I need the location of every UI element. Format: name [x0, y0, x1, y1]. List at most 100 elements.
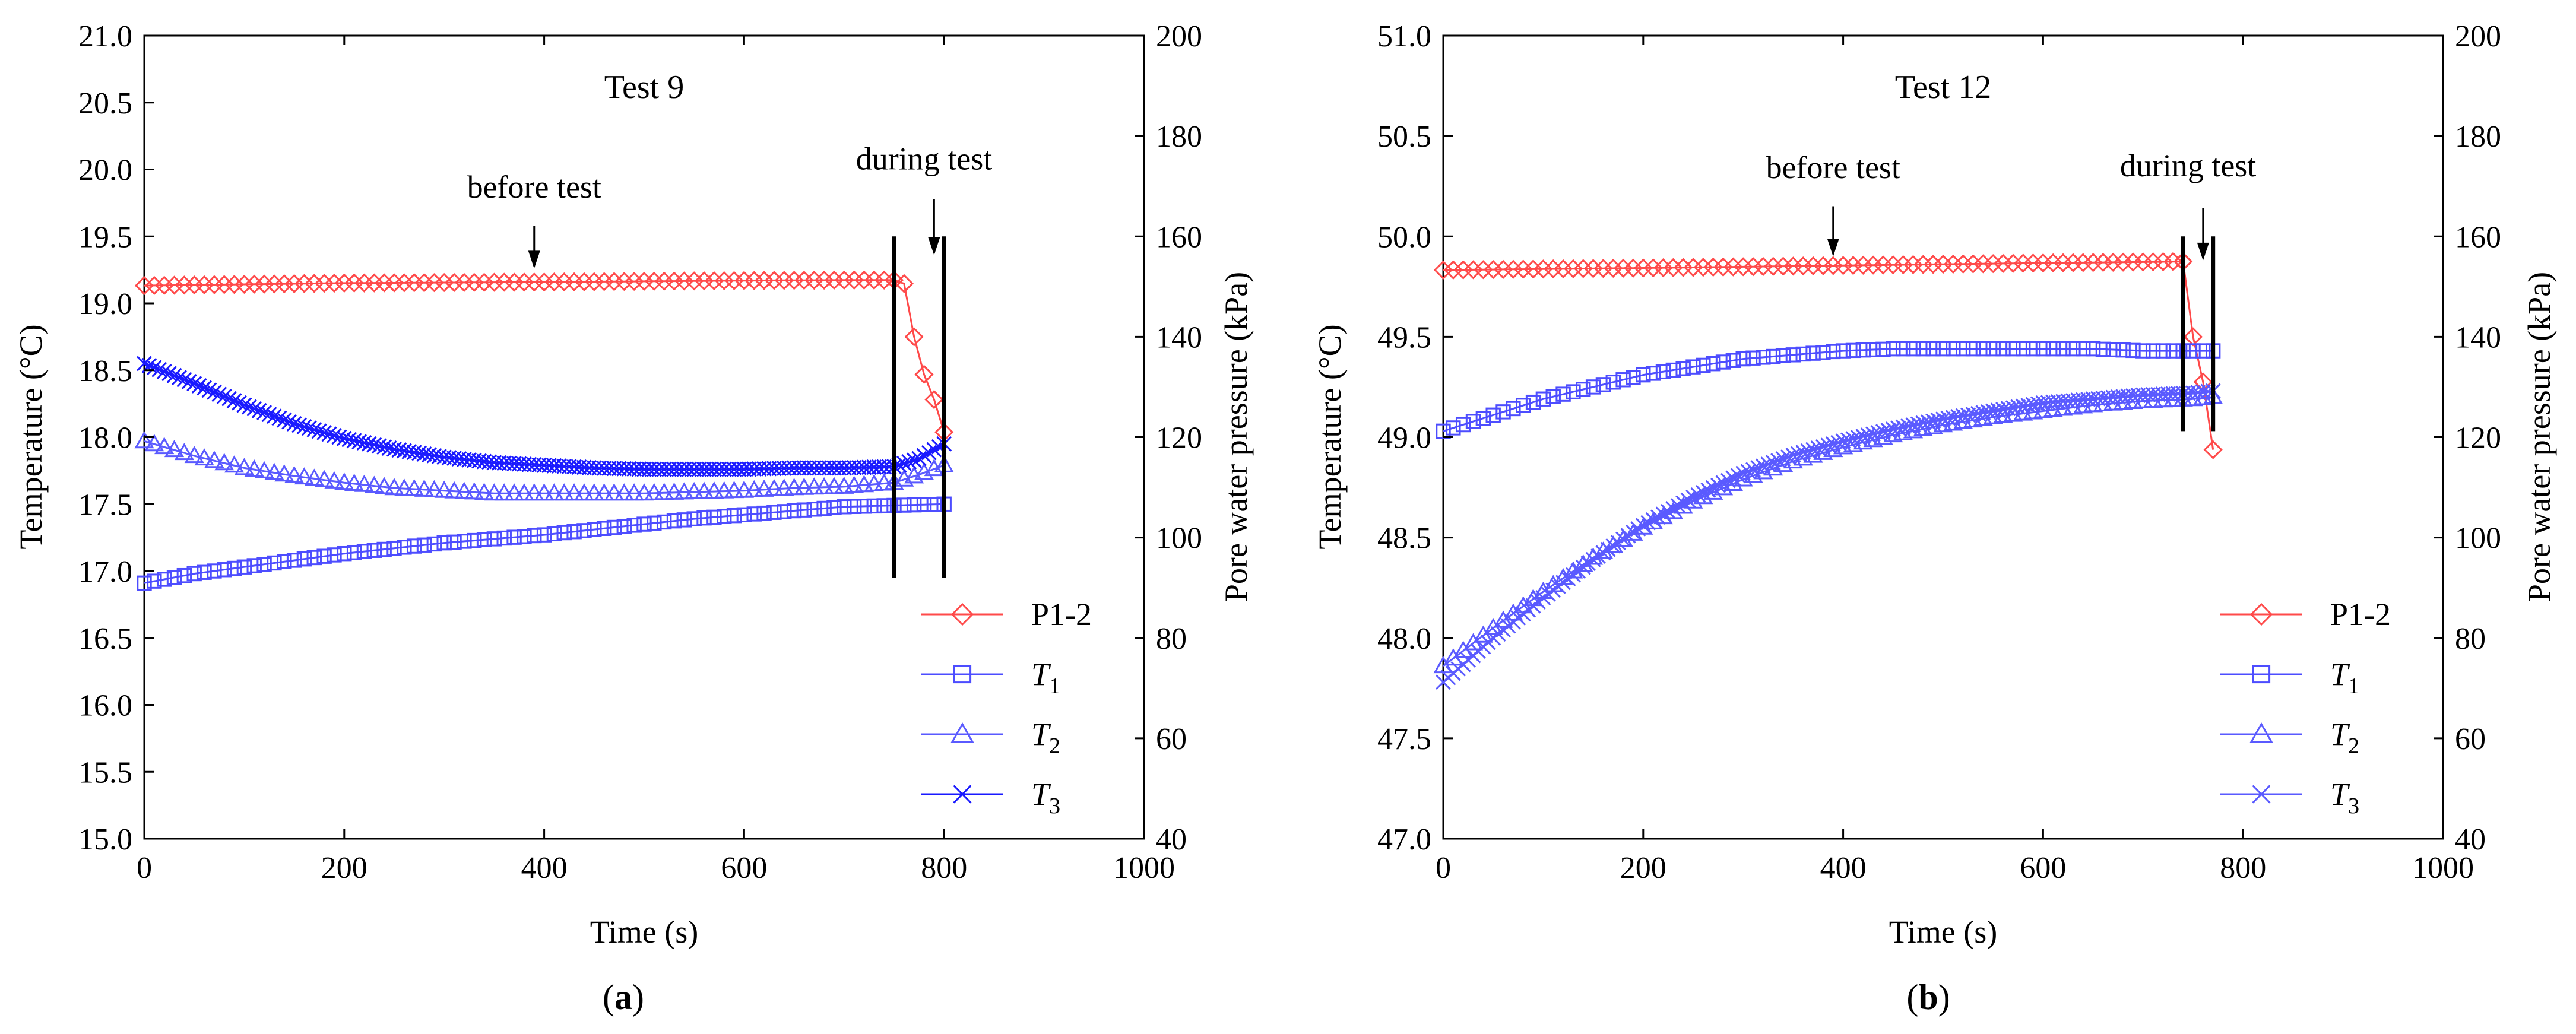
- legend-label-subscript: 1: [1049, 674, 1060, 699]
- data-point-t1: [1506, 401, 1521, 417]
- y-tick-label: 48.5: [1377, 522, 1431, 556]
- series-markers: [134, 270, 954, 591]
- test-boundary-lines: [2181, 236, 2216, 432]
- data-point-t1: [1626, 370, 1641, 385]
- data-point-t1: [2155, 343, 2171, 359]
- data-point-t2: [714, 481, 734, 499]
- data-point-t1: [2076, 341, 2091, 357]
- x-axis-label: Time (s): [1889, 914, 1998, 950]
- data-point-t2: [474, 483, 495, 500]
- data-point-t2: [264, 462, 284, 480]
- data-point-t2: [734, 480, 754, 498]
- data-point-t3: [1785, 447, 1801, 463]
- data-point-t3: [1865, 426, 1881, 442]
- annotation-label: during test: [2120, 148, 2256, 183]
- data-point-t1: [137, 575, 152, 591]
- data-point-t2: [334, 472, 354, 490]
- data-point-t3: [906, 452, 922, 468]
- data-point-t3: [1820, 437, 1836, 453]
- data-point-t2: [504, 483, 524, 501]
- annotation-arrow-head: [2197, 242, 2209, 261]
- data-point-t2: [584, 483, 604, 501]
- data-point-t3: [1650, 509, 1666, 525]
- chart-title: Test 9: [604, 69, 685, 106]
- data-point-t2: [844, 475, 864, 493]
- data-point-t2: [254, 461, 274, 478]
- data-point-t1: [546, 526, 562, 542]
- data-point-t2: [744, 480, 764, 497]
- legend-label-subscript: 1: [2348, 674, 2359, 699]
- data-point-t1: [1955, 341, 1971, 357]
- series-line-t1: [1443, 348, 2213, 432]
- series-markers: [1433, 252, 2223, 690]
- data-point-t1: [777, 504, 792, 519]
- data-point-t2: [454, 481, 474, 499]
- data-point-t1: [1915, 341, 1931, 357]
- data-point-t1: [746, 506, 762, 522]
- data-point-t1: [446, 534, 462, 550]
- data-point-t2: [854, 475, 874, 493]
- data-point-t2: [374, 477, 394, 494]
- data-point-t2: [694, 481, 714, 499]
- y2-tick-label: 160: [2455, 220, 2501, 254]
- data-point-t1: [566, 524, 582, 540]
- legend-marker: [950, 602, 974, 626]
- data-point-t2: [624, 483, 644, 501]
- data-point-t2: [634, 483, 654, 501]
- data-point-p1-2: [894, 274, 914, 293]
- legend-label: T3: [2330, 776, 2359, 819]
- y-axis-label: Temperature (°C): [1312, 324, 1348, 549]
- y2-tick-label: 80: [2455, 622, 2486, 656]
- data-point-t1: [766, 505, 782, 520]
- data-point-t3: [171, 370, 187, 386]
- data-point-t2: [564, 483, 584, 501]
- data-point-t3: [341, 432, 357, 448]
- data-point-t3: [1920, 414, 1936, 430]
- data-point-t1: [236, 559, 252, 575]
- data-point-t3: [166, 367, 182, 383]
- data-point-t3: [1860, 427, 1876, 443]
- data-point-t1: [856, 499, 872, 514]
- y2-tick-label: 200: [2455, 20, 2501, 53]
- data-point-t1: [1655, 364, 1671, 379]
- data-point-t3: [1705, 480, 1721, 496]
- data-point-t2: [874, 473, 894, 491]
- data-point-t1: [1756, 350, 1771, 365]
- data-point-t1: [2125, 342, 2141, 359]
- data-point-t1: [517, 529, 532, 544]
- legend-label: T1: [1031, 656, 1060, 699]
- data-point-t2: [304, 468, 324, 486]
- data-point-t2: [664, 482, 685, 500]
- data-point-t2: [354, 474, 375, 492]
- data-point-t3: [1780, 449, 1796, 465]
- data-point-t1: [676, 512, 692, 528]
- data-point-t2: [184, 446, 204, 464]
- data-point-t1: [1975, 341, 1991, 357]
- data-point-t3: [1645, 512, 1661, 528]
- data-point-t1: [866, 498, 882, 514]
- data-point-t1: [2005, 341, 2021, 357]
- data-point-t2: [514, 483, 534, 501]
- data-point-t1: [1665, 362, 1681, 378]
- data-point-t2: [534, 483, 555, 501]
- data-point-t2: [364, 475, 384, 493]
- data-point-t2: [394, 478, 414, 496]
- data-point-t3: [1730, 468, 1746, 484]
- data-point-t3: [1850, 430, 1866, 446]
- data-point-t3: [1660, 503, 1676, 519]
- data-point-t1: [1675, 361, 1691, 376]
- data-point-t3: [211, 386, 227, 402]
- data-point-t1: [277, 554, 292, 569]
- data-point-t3: [1900, 418, 1916, 434]
- data-point-t1: [876, 498, 892, 513]
- y-tick-label: 17.0: [78, 555, 132, 589]
- data-point-t1: [896, 497, 912, 513]
- data-point-t1: [906, 497, 922, 513]
- data-point-t3: [1720, 472, 1736, 489]
- data-point-t3: [1885, 421, 1901, 437]
- y-tick-label: 19.0: [78, 287, 132, 321]
- data-point-t1: [756, 505, 772, 521]
- data-point-t3: [1765, 455, 1781, 471]
- data-point-t1: [1685, 359, 1701, 375]
- data-point-t3: [1870, 425, 1886, 441]
